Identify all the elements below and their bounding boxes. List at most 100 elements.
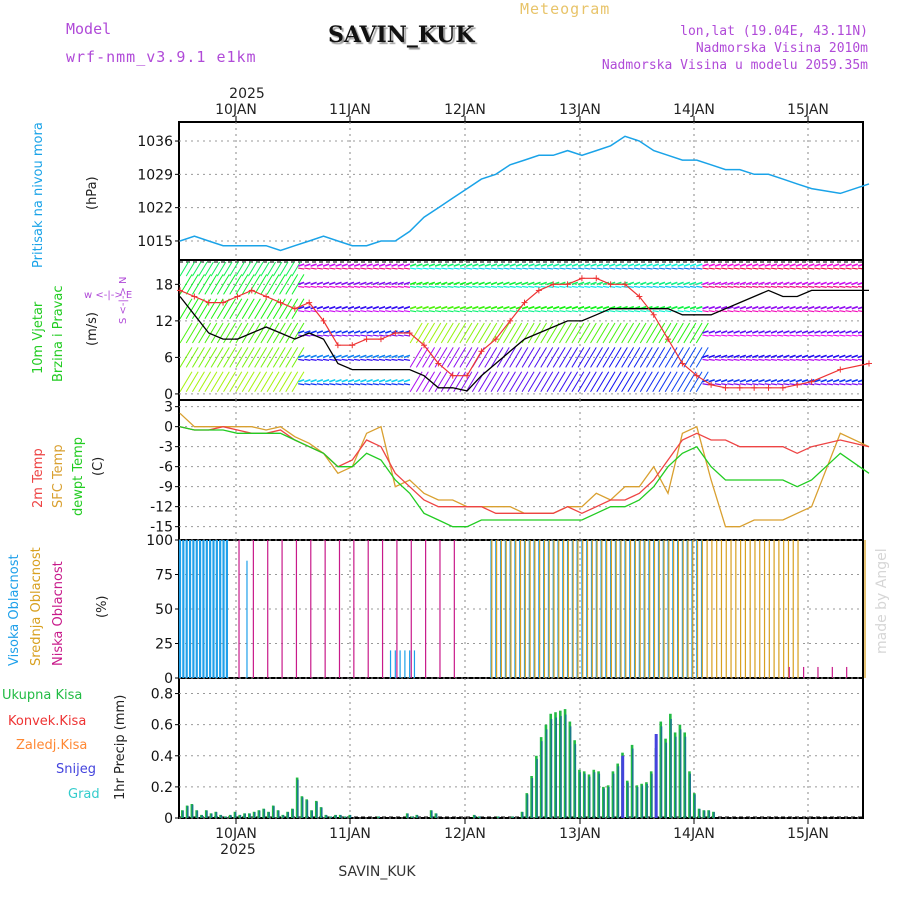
wind-barb [527, 347, 541, 368]
wind-barb [801, 358, 809, 361]
wind-barb [714, 358, 722, 361]
wind-barb [808, 310, 815, 313]
cloud-mid-title: Srednja Oblacnost [29, 547, 44, 666]
wind-barb [372, 285, 379, 288]
wind-barb [789, 285, 796, 288]
wind-barb [360, 358, 367, 361]
wind-barb [372, 358, 379, 361]
precip-tick-2: 0.4 [151, 749, 173, 765]
wind-barb [559, 305, 566, 310]
wind-barb [465, 281, 473, 286]
wind-barb [683, 285, 690, 288]
wind-barb [360, 310, 367, 313]
wind-barb [708, 281, 715, 286]
precip-snow-part [277, 810, 280, 818]
wind-barb [260, 347, 274, 368]
wind-barb [814, 310, 821, 313]
wind-barb [864, 282, 870, 284]
wind-barb [316, 330, 324, 334]
wind-barb [260, 262, 270, 277]
station-title: SAVIN_KUK [328, 22, 475, 48]
wind-barb [783, 358, 790, 361]
cloud-high-title: Visoka Oblacnost [7, 554, 22, 666]
pressure-tick-0: 1015 [137, 234, 173, 250]
wind-barb [298, 310, 305, 313]
wind-barb [758, 285, 765, 288]
wind-barb [385, 281, 392, 286]
wind-barb [540, 310, 547, 313]
wind-barb [577, 305, 585, 310]
wind-barb [553, 285, 560, 288]
precip-tick-4: 0.8 [151, 687, 173, 703]
wind-barb [360, 267, 367, 270]
wind-barb [484, 263, 492, 267]
wind-barb [366, 330, 373, 334]
wind-barb [347, 310, 355, 313]
wind-barb [515, 281, 523, 286]
wind-barb [397, 358, 404, 361]
wind-barb [658, 263, 666, 267]
wind-barb [758, 383, 765, 386]
wind-barb [758, 354, 765, 359]
wind-barb [428, 347, 442, 368]
wind-barb [807, 305, 815, 310]
precip-snow-part [287, 812, 290, 818]
wind-barb [428, 322, 442, 344]
pressure-tick-2: 1029 [137, 167, 173, 183]
wind-barb [410, 267, 417, 270]
wind-barb [297, 281, 305, 286]
wind-barb [832, 378, 840, 383]
wind-barb [354, 310, 361, 313]
wind-barb [229, 371, 243, 392]
wind-barb [577, 267, 585, 270]
wind-barb [198, 347, 212, 368]
wind-barb [839, 267, 846, 270]
wind-barb [341, 334, 348, 337]
wind-barb [714, 383, 722, 386]
precip-snow-part [631, 748, 634, 818]
wind-barb [627, 263, 635, 267]
precip-snow-part [665, 742, 668, 818]
wind-barb [353, 330, 361, 334]
pressure-line [179, 135, 870, 252]
wind-barb [584, 281, 591, 286]
wind-barb [466, 310, 473, 313]
wind-barb [845, 263, 852, 267]
wind-barb [671, 267, 678, 270]
wind-barb [633, 281, 641, 286]
wind-barb [751, 305, 759, 310]
precip-snow-part [435, 813, 438, 818]
wind-barb [801, 263, 809, 267]
wind-barb [341, 383, 348, 386]
precip-snow-part [301, 797, 304, 818]
wind-barb [490, 285, 498, 288]
wind-barb [739, 334, 746, 337]
wind-barb [204, 371, 218, 392]
wind-barb [347, 285, 355, 288]
wind-barb [851, 334, 858, 337]
wind-barb [739, 285, 746, 288]
wind-barb [640, 285, 647, 288]
wind-barb [304, 383, 311, 386]
wind-barb [702, 358, 709, 361]
wind-barb [708, 358, 715, 361]
wind-barb [795, 310, 802, 313]
wind-barb [739, 383, 746, 386]
wind-barb [839, 330, 846, 334]
wind-barb [360, 378, 367, 383]
wind-tick-2: 12 [155, 314, 173, 330]
wind-barb [814, 358, 821, 361]
wind-barb [864, 264, 870, 266]
precip-legend-total: Ukupna Kisa [2, 688, 82, 703]
wind-barb [210, 347, 224, 368]
wind-barb [664, 371, 678, 392]
wind-barb [857, 306, 862, 310]
wind-barb [298, 383, 305, 386]
wind-barb [509, 347, 523, 368]
wind-unit: (m/s) [85, 312, 100, 346]
wind-barb [329, 267, 336, 270]
wind-barb [192, 262, 202, 277]
gridlines [179, 122, 863, 819]
precip-snow-part [584, 773, 586, 818]
wind-barb [770, 285, 778, 288]
